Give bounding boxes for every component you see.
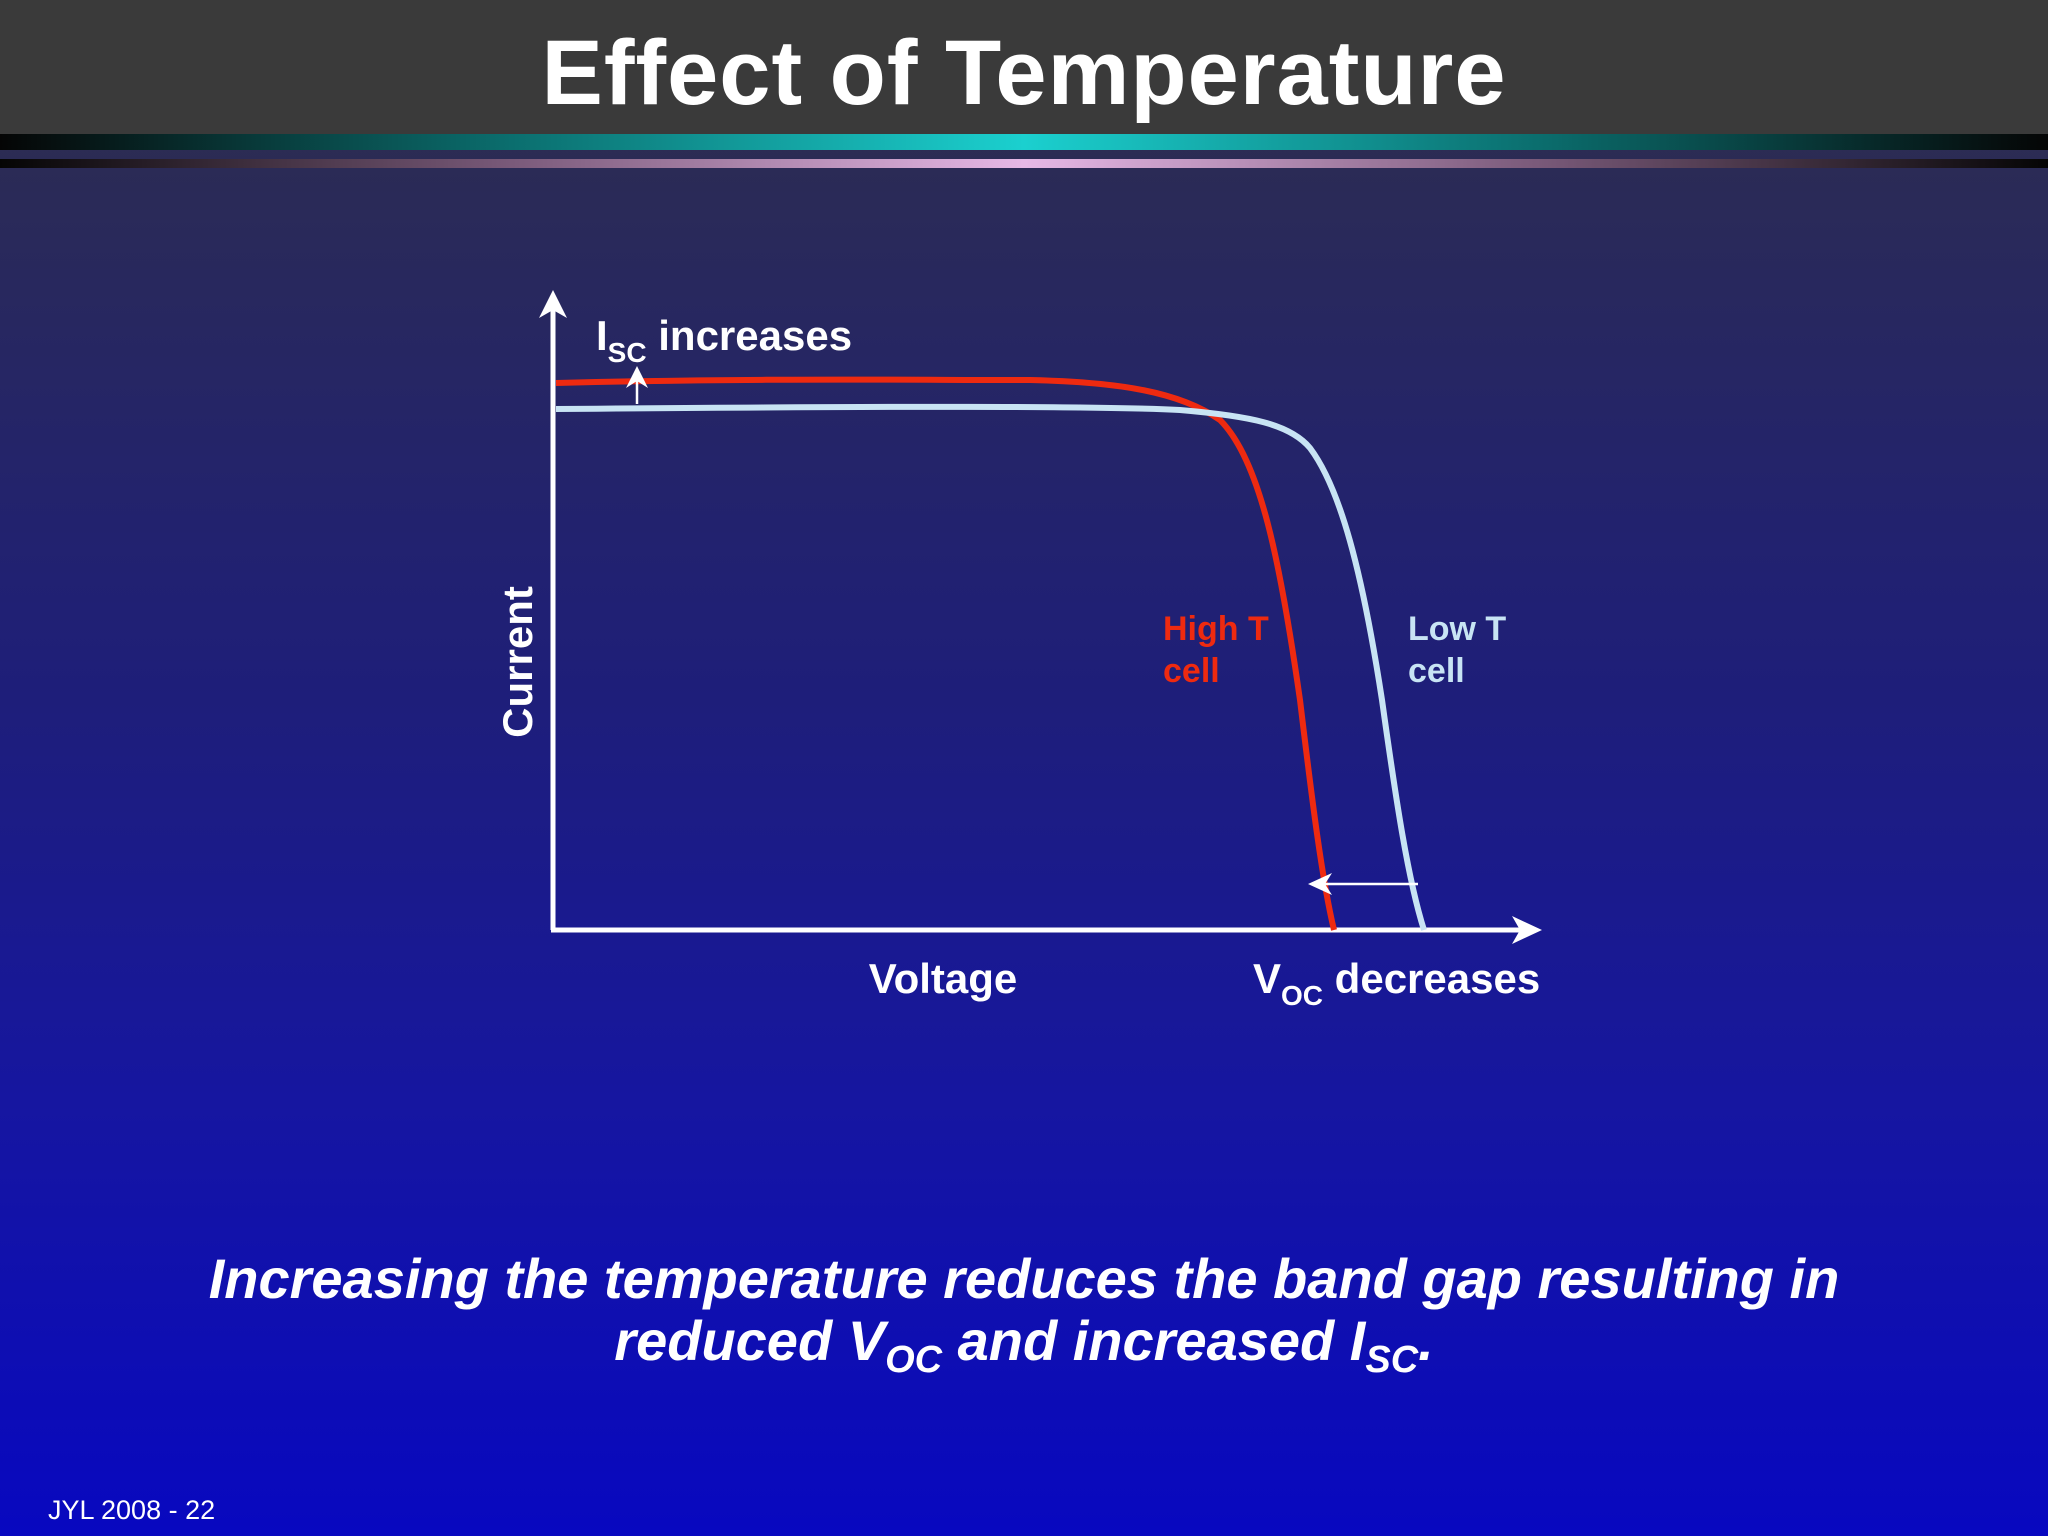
y-axis-arrowhead <box>539 290 567 318</box>
high-t-curve <box>555 376 1337 931</box>
caption: Increasing the temperature reduces the b… <box>0 1247 2048 1381</box>
isc-increases-label: ISC increases <box>596 312 852 368</box>
voc-shift-arrowhead <box>1308 873 1332 895</box>
y-axis-label: Current <box>494 586 541 738</box>
title-bar <box>0 0 2048 134</box>
title-rule-teal <box>0 134 2048 150</box>
voc-decreases-label: VOC decreases <box>1253 955 1540 1011</box>
slide-title: Effect of Temperature <box>541 22 1507 124</box>
low-t-cell-label: Low T cell <box>1408 610 1516 690</box>
x-axis-label: Voltage <box>869 955 1018 1002</box>
high-t-cell-label: High T cell <box>1163 610 1278 690</box>
caption-line-2: reduced VOC and increased ISC. <box>614 1309 1434 1381</box>
x-axis-arrowhead <box>1512 916 1542 944</box>
low-t-curve <box>555 403 1427 931</box>
isc-shift-arrowhead <box>626 366 648 388</box>
slide-footer: JYL 2008 - 22 <box>48 1495 216 1525</box>
title-rule-pink <box>0 159 2048 168</box>
caption-line-1: Increasing the temperature reduces the b… <box>208 1247 1840 1310</box>
